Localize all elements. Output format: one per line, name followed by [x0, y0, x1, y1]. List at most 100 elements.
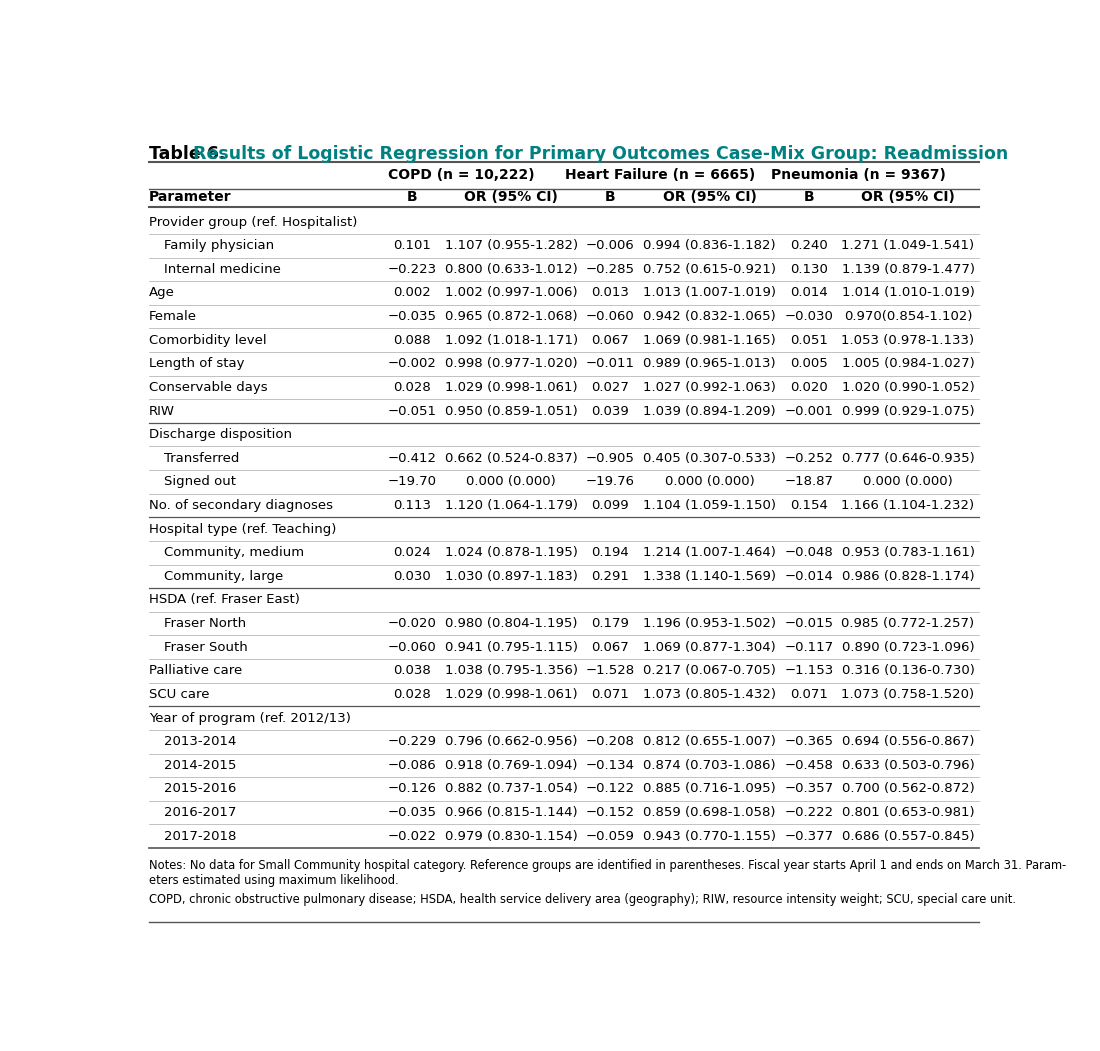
Text: 0.942 (0.832-1.065): 0.942 (0.832-1.065) [644, 310, 776, 323]
Text: Palliative care: Palliative care [148, 664, 242, 677]
Text: −0.002: −0.002 [387, 357, 437, 370]
Text: 1.214 (1.007-1.464): 1.214 (1.007-1.464) [644, 547, 777, 559]
Text: 0.000 (0.000): 0.000 (0.000) [466, 475, 557, 489]
Text: −0.365: −0.365 [784, 736, 834, 748]
Text: 0.067: 0.067 [592, 641, 629, 654]
Text: Discharge disposition: Discharge disposition [148, 428, 292, 441]
Text: −1.528: −1.528 [586, 664, 635, 677]
Text: No. of secondary diagnoses: No. of secondary diagnoses [148, 499, 332, 512]
Text: −0.208: −0.208 [586, 736, 635, 748]
Text: 0.101: 0.101 [393, 240, 431, 252]
Text: OR (95% CI): OR (95% CI) [861, 190, 955, 204]
Text: −0.022: −0.022 [387, 829, 437, 843]
Text: 0.882 (0.737-1.054): 0.882 (0.737-1.054) [444, 782, 578, 796]
Text: 0.633 (0.503-0.796): 0.633 (0.503-0.796) [842, 759, 975, 771]
Text: 0.038: 0.038 [393, 664, 431, 677]
Text: −0.030: −0.030 [784, 310, 833, 323]
Text: 0.013: 0.013 [592, 287, 629, 300]
Text: Provider group (ref. Hospitalist): Provider group (ref. Hospitalist) [148, 215, 358, 229]
Text: 0.965 (0.872-1.068): 0.965 (0.872-1.068) [444, 310, 578, 323]
Text: OR (95% CI): OR (95% CI) [464, 190, 558, 204]
Text: −0.060: −0.060 [387, 641, 437, 654]
Text: 0.966 (0.815-1.144): 0.966 (0.815-1.144) [444, 806, 578, 819]
Text: 0.020: 0.020 [790, 380, 827, 394]
Text: 0.801 (0.653-0.981): 0.801 (0.653-0.981) [842, 806, 975, 819]
Text: 0.989 (0.965-1.013): 0.989 (0.965-1.013) [644, 357, 776, 370]
Text: 0.194: 0.194 [592, 547, 629, 559]
Text: HSDA (ref. Fraser East): HSDA (ref. Fraser East) [148, 594, 299, 606]
Text: 0.796 (0.662-0.956): 0.796 (0.662-0.956) [446, 736, 578, 748]
Text: 0.999 (0.929-1.075): 0.999 (0.929-1.075) [842, 405, 975, 417]
Text: 0.071: 0.071 [592, 688, 629, 701]
Text: 0.039: 0.039 [592, 405, 629, 417]
Text: −0.117: −0.117 [784, 641, 834, 654]
Text: 0.113: 0.113 [393, 499, 431, 512]
Text: 0.067: 0.067 [592, 333, 629, 347]
Text: −0.152: −0.152 [586, 806, 635, 819]
Text: 0.950 (0.859-1.051): 0.950 (0.859-1.051) [444, 405, 578, 417]
Text: B: B [605, 190, 616, 204]
Text: 1.069 (0.877-1.304): 1.069 (0.877-1.304) [644, 641, 776, 654]
Text: 0.005: 0.005 [790, 357, 827, 370]
Text: 0.088: 0.088 [393, 333, 431, 347]
Text: OR (95% CI): OR (95% CI) [662, 190, 757, 204]
Text: Fraser South: Fraser South [164, 641, 248, 654]
Text: 0.662 (0.524-0.837): 0.662 (0.524-0.837) [444, 452, 578, 465]
Text: 0.994 (0.836-1.182): 0.994 (0.836-1.182) [644, 240, 776, 252]
Text: 1.073 (0.758-1.520): 1.073 (0.758-1.520) [842, 688, 975, 701]
Text: Conservable days: Conservable days [148, 380, 267, 394]
Text: 0.000 (0.000): 0.000 (0.000) [664, 475, 755, 489]
Text: 1.027 (0.992-1.063): 1.027 (0.992-1.063) [644, 380, 777, 394]
Text: 0.752 (0.615-0.921): 0.752 (0.615-0.921) [644, 263, 777, 275]
Text: −0.905: −0.905 [586, 452, 635, 465]
Text: 0.217 (0.067-0.705): 0.217 (0.067-0.705) [644, 664, 777, 677]
Text: 1.104 (1.059-1.150): 1.104 (1.059-1.150) [644, 499, 777, 512]
Text: −19.76: −19.76 [586, 475, 635, 489]
Text: COPD (n = 10,222): COPD (n = 10,222) [388, 168, 535, 182]
Text: 0.885 (0.716-1.095): 0.885 (0.716-1.095) [644, 782, 776, 796]
Text: 1.005 (0.984-1.027): 1.005 (0.984-1.027) [842, 357, 975, 370]
Text: 2013-2014: 2013-2014 [164, 736, 236, 748]
Text: 0.030: 0.030 [393, 570, 431, 583]
Text: B: B [803, 190, 814, 204]
Text: Pneumonia (n = 9367): Pneumonia (n = 9367) [771, 168, 946, 182]
Text: 1.014 (1.010-1.019): 1.014 (1.010-1.019) [842, 287, 975, 300]
Text: −0.048: −0.048 [784, 547, 833, 559]
Text: 2014-2015: 2014-2015 [164, 759, 236, 771]
Text: 0.027: 0.027 [592, 380, 629, 394]
Text: 0.953 (0.783-1.161): 0.953 (0.783-1.161) [842, 547, 975, 559]
Text: 0.986 (0.828-1.174): 0.986 (0.828-1.174) [842, 570, 975, 583]
Text: −0.035: −0.035 [387, 310, 437, 323]
Text: Table 6.: Table 6. [148, 145, 231, 163]
Text: 1.338 (1.140-1.569): 1.338 (1.140-1.569) [644, 570, 777, 583]
Text: 1.107 (0.955-1.282): 1.107 (0.955-1.282) [444, 240, 578, 252]
Text: Results of Logistic Regression for Primary Outcomes Case-Mix Group: Readmission: Results of Logistic Regression for Prima… [192, 145, 1009, 163]
Text: −0.060: −0.060 [586, 310, 635, 323]
Text: 0.700 (0.562-0.872): 0.700 (0.562-0.872) [842, 782, 975, 796]
Text: 0.686 (0.557-0.845): 0.686 (0.557-0.845) [842, 829, 975, 843]
Text: −0.223: −0.223 [387, 263, 437, 275]
Text: −0.252: −0.252 [784, 452, 834, 465]
Text: 0.405 (0.307-0.533): 0.405 (0.307-0.533) [644, 452, 777, 465]
Text: 0.316 (0.136-0.730): 0.316 (0.136-0.730) [842, 664, 975, 677]
Text: 2017-2018: 2017-2018 [164, 829, 236, 843]
Text: 1.196 (0.953-1.502): 1.196 (0.953-1.502) [644, 617, 777, 631]
Text: 0.179: 0.179 [592, 617, 629, 631]
Text: −0.051: −0.051 [387, 405, 437, 417]
Text: 0.970(0.854-1.102): 0.970(0.854-1.102) [844, 310, 972, 323]
Text: 0.918 (0.769-1.094): 0.918 (0.769-1.094) [446, 759, 578, 771]
Text: 1.020 (0.990-1.052): 1.020 (0.990-1.052) [842, 380, 975, 394]
Text: Comorbidity level: Comorbidity level [148, 333, 266, 347]
Text: 0.979 (0.830-1.154): 0.979 (0.830-1.154) [444, 829, 578, 843]
Text: 0.941 (0.795-1.115): 0.941 (0.795-1.115) [444, 641, 578, 654]
Text: 2015-2016: 2015-2016 [164, 782, 236, 796]
Text: 0.071: 0.071 [790, 688, 827, 701]
Text: 0.099: 0.099 [592, 499, 629, 512]
Text: 1.002 (0.997-1.006): 1.002 (0.997-1.006) [444, 287, 578, 300]
Text: 0.154: 0.154 [790, 499, 827, 512]
Text: 1.030 (0.897-1.183): 1.030 (0.897-1.183) [444, 570, 578, 583]
Text: Hospital type (ref. Teaching): Hospital type (ref. Teaching) [148, 522, 336, 536]
Text: 0.130: 0.130 [790, 263, 827, 275]
Text: 0.028: 0.028 [393, 688, 431, 701]
Text: Heart Failure (n = 6665): Heart Failure (n = 6665) [565, 168, 755, 182]
